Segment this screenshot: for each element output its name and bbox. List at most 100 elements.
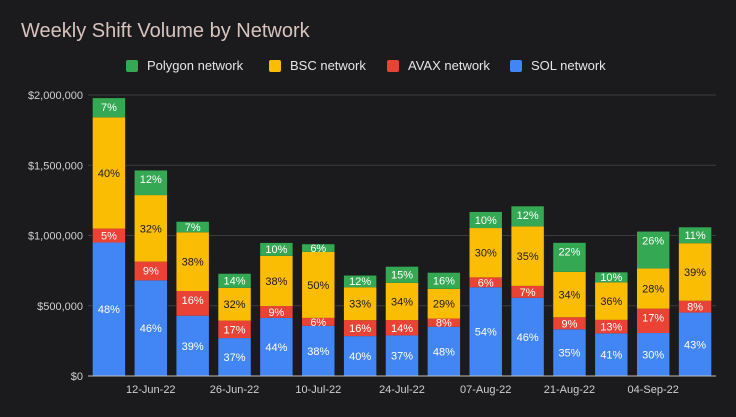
bar-segment <box>511 205 545 227</box>
data-label: 46% <box>517 332 539 344</box>
data-label: 7% <box>101 102 117 114</box>
x-tick-label: 10-Jul-22 <box>295 384 341 396</box>
data-label: 12% <box>140 174 162 186</box>
legend-swatch-bsc <box>269 59 281 72</box>
legend-item-bsc[interactable]: BSC network <box>269 58 366 73</box>
y-tick-label: $0 <box>71 371 83 383</box>
bar-segment <box>385 320 419 336</box>
bar-segment <box>259 317 293 376</box>
bar-segment <box>301 325 335 376</box>
bar-segment <box>636 333 670 376</box>
data-label: 9% <box>562 318 578 330</box>
data-label: 17% <box>642 313 664 325</box>
legend: Polygon network BSC network AVAX network… <box>0 58 736 78</box>
data-label: 13% <box>600 322 622 334</box>
data-label: 8% <box>436 318 452 330</box>
x-tick-label: 04-Sep-22 <box>628 384 679 396</box>
bar-segment <box>217 320 252 339</box>
data-label: 8% <box>687 302 703 314</box>
data-label: 40% <box>349 351 371 363</box>
data-label: 14% <box>224 276 246 288</box>
bar-segment <box>552 271 587 318</box>
chart-title: Weekly Shift Volume by Network <box>21 20 310 42</box>
bar-segment <box>301 251 335 318</box>
bar-segment <box>552 317 587 330</box>
bar-segment <box>259 255 293 307</box>
bar-segment <box>301 243 335 252</box>
legend-label-polygon: Polygon network <box>147 58 244 73</box>
data-label: 6% <box>310 317 326 329</box>
bar-segment <box>176 221 210 233</box>
bar-segment <box>385 266 419 283</box>
bar-segment <box>92 228 126 243</box>
x-tick-label: 26-Jun-22 <box>210 384 260 396</box>
legend-label-sol: SOL network <box>531 58 606 73</box>
x-tick-label: 12-Jun-22 <box>126 384 176 396</box>
bar-segment <box>343 287 377 321</box>
data-label: 22% <box>558 247 580 259</box>
data-label: 50% <box>307 280 329 292</box>
data-label: 12% <box>517 210 539 222</box>
bar-segment <box>552 329 587 376</box>
data-label: 43% <box>684 339 706 351</box>
data-label: 40% <box>98 168 120 180</box>
bar-segment <box>678 226 712 244</box>
legend-label-bsc: BSC network <box>290 58 366 73</box>
data-label: 6% <box>310 243 326 255</box>
data-label: 5% <box>101 231 117 243</box>
bar-segment <box>636 231 670 269</box>
legend-item-avax[interactable]: AVAX network <box>387 58 490 73</box>
data-label: 7% <box>185 222 201 234</box>
data-label: 10% <box>475 215 497 227</box>
bar-segment <box>427 326 461 376</box>
data-label: 6% <box>478 277 494 289</box>
bar-segment <box>217 338 252 376</box>
bar-segment <box>511 285 545 298</box>
bar-segment <box>594 333 628 376</box>
bar-segment <box>427 318 461 327</box>
data-label: 15% <box>391 270 413 282</box>
legend-swatch-polygon <box>126 59 138 72</box>
data-label: 36% <box>600 296 622 308</box>
bar-segment <box>469 277 503 288</box>
data-label: 46% <box>140 323 162 335</box>
bar-segment <box>469 287 503 376</box>
data-label: 33% <box>349 299 371 311</box>
bar-segment <box>594 319 628 334</box>
data-label: 39% <box>182 341 204 353</box>
bar-segment <box>469 211 503 229</box>
x-tick-label: 07-Aug-22 <box>460 384 511 396</box>
bar-segment <box>176 290 210 316</box>
data-label: 30% <box>475 248 497 260</box>
legend-item-polygon[interactable]: Polygon network <box>126 58 243 73</box>
data-label: 16% <box>349 323 371 335</box>
bar-segment <box>92 117 126 229</box>
bar-segment <box>385 282 419 321</box>
bar-segment <box>134 261 168 281</box>
data-label: 35% <box>558 348 580 360</box>
y-tick-label: $1,000,000 <box>28 231 83 243</box>
bar-segment <box>92 242 126 376</box>
data-label: 41% <box>600 350 622 362</box>
bar-segment <box>636 308 670 334</box>
data-label: 35% <box>517 251 539 263</box>
data-label: 34% <box>558 290 580 302</box>
data-label: 28% <box>642 284 664 296</box>
bar-segment <box>552 242 587 272</box>
bar-segment <box>176 232 210 291</box>
data-label: 17% <box>224 324 246 336</box>
bar-segment <box>636 268 670 309</box>
data-label: 16% <box>433 276 455 288</box>
y-tick-label: $2,000,000 <box>28 90 83 102</box>
legend-item-sol[interactable]: SOL network <box>510 58 606 73</box>
data-label: 30% <box>642 350 664 362</box>
x-tick-label: 24-Jul-22 <box>379 384 425 396</box>
bar-segment <box>259 306 293 318</box>
bar-segment <box>92 97 126 118</box>
data-label: 10% <box>600 272 622 284</box>
data-label: 16% <box>182 295 204 307</box>
data-label: 10% <box>265 244 287 256</box>
data-label: 9% <box>268 307 284 319</box>
